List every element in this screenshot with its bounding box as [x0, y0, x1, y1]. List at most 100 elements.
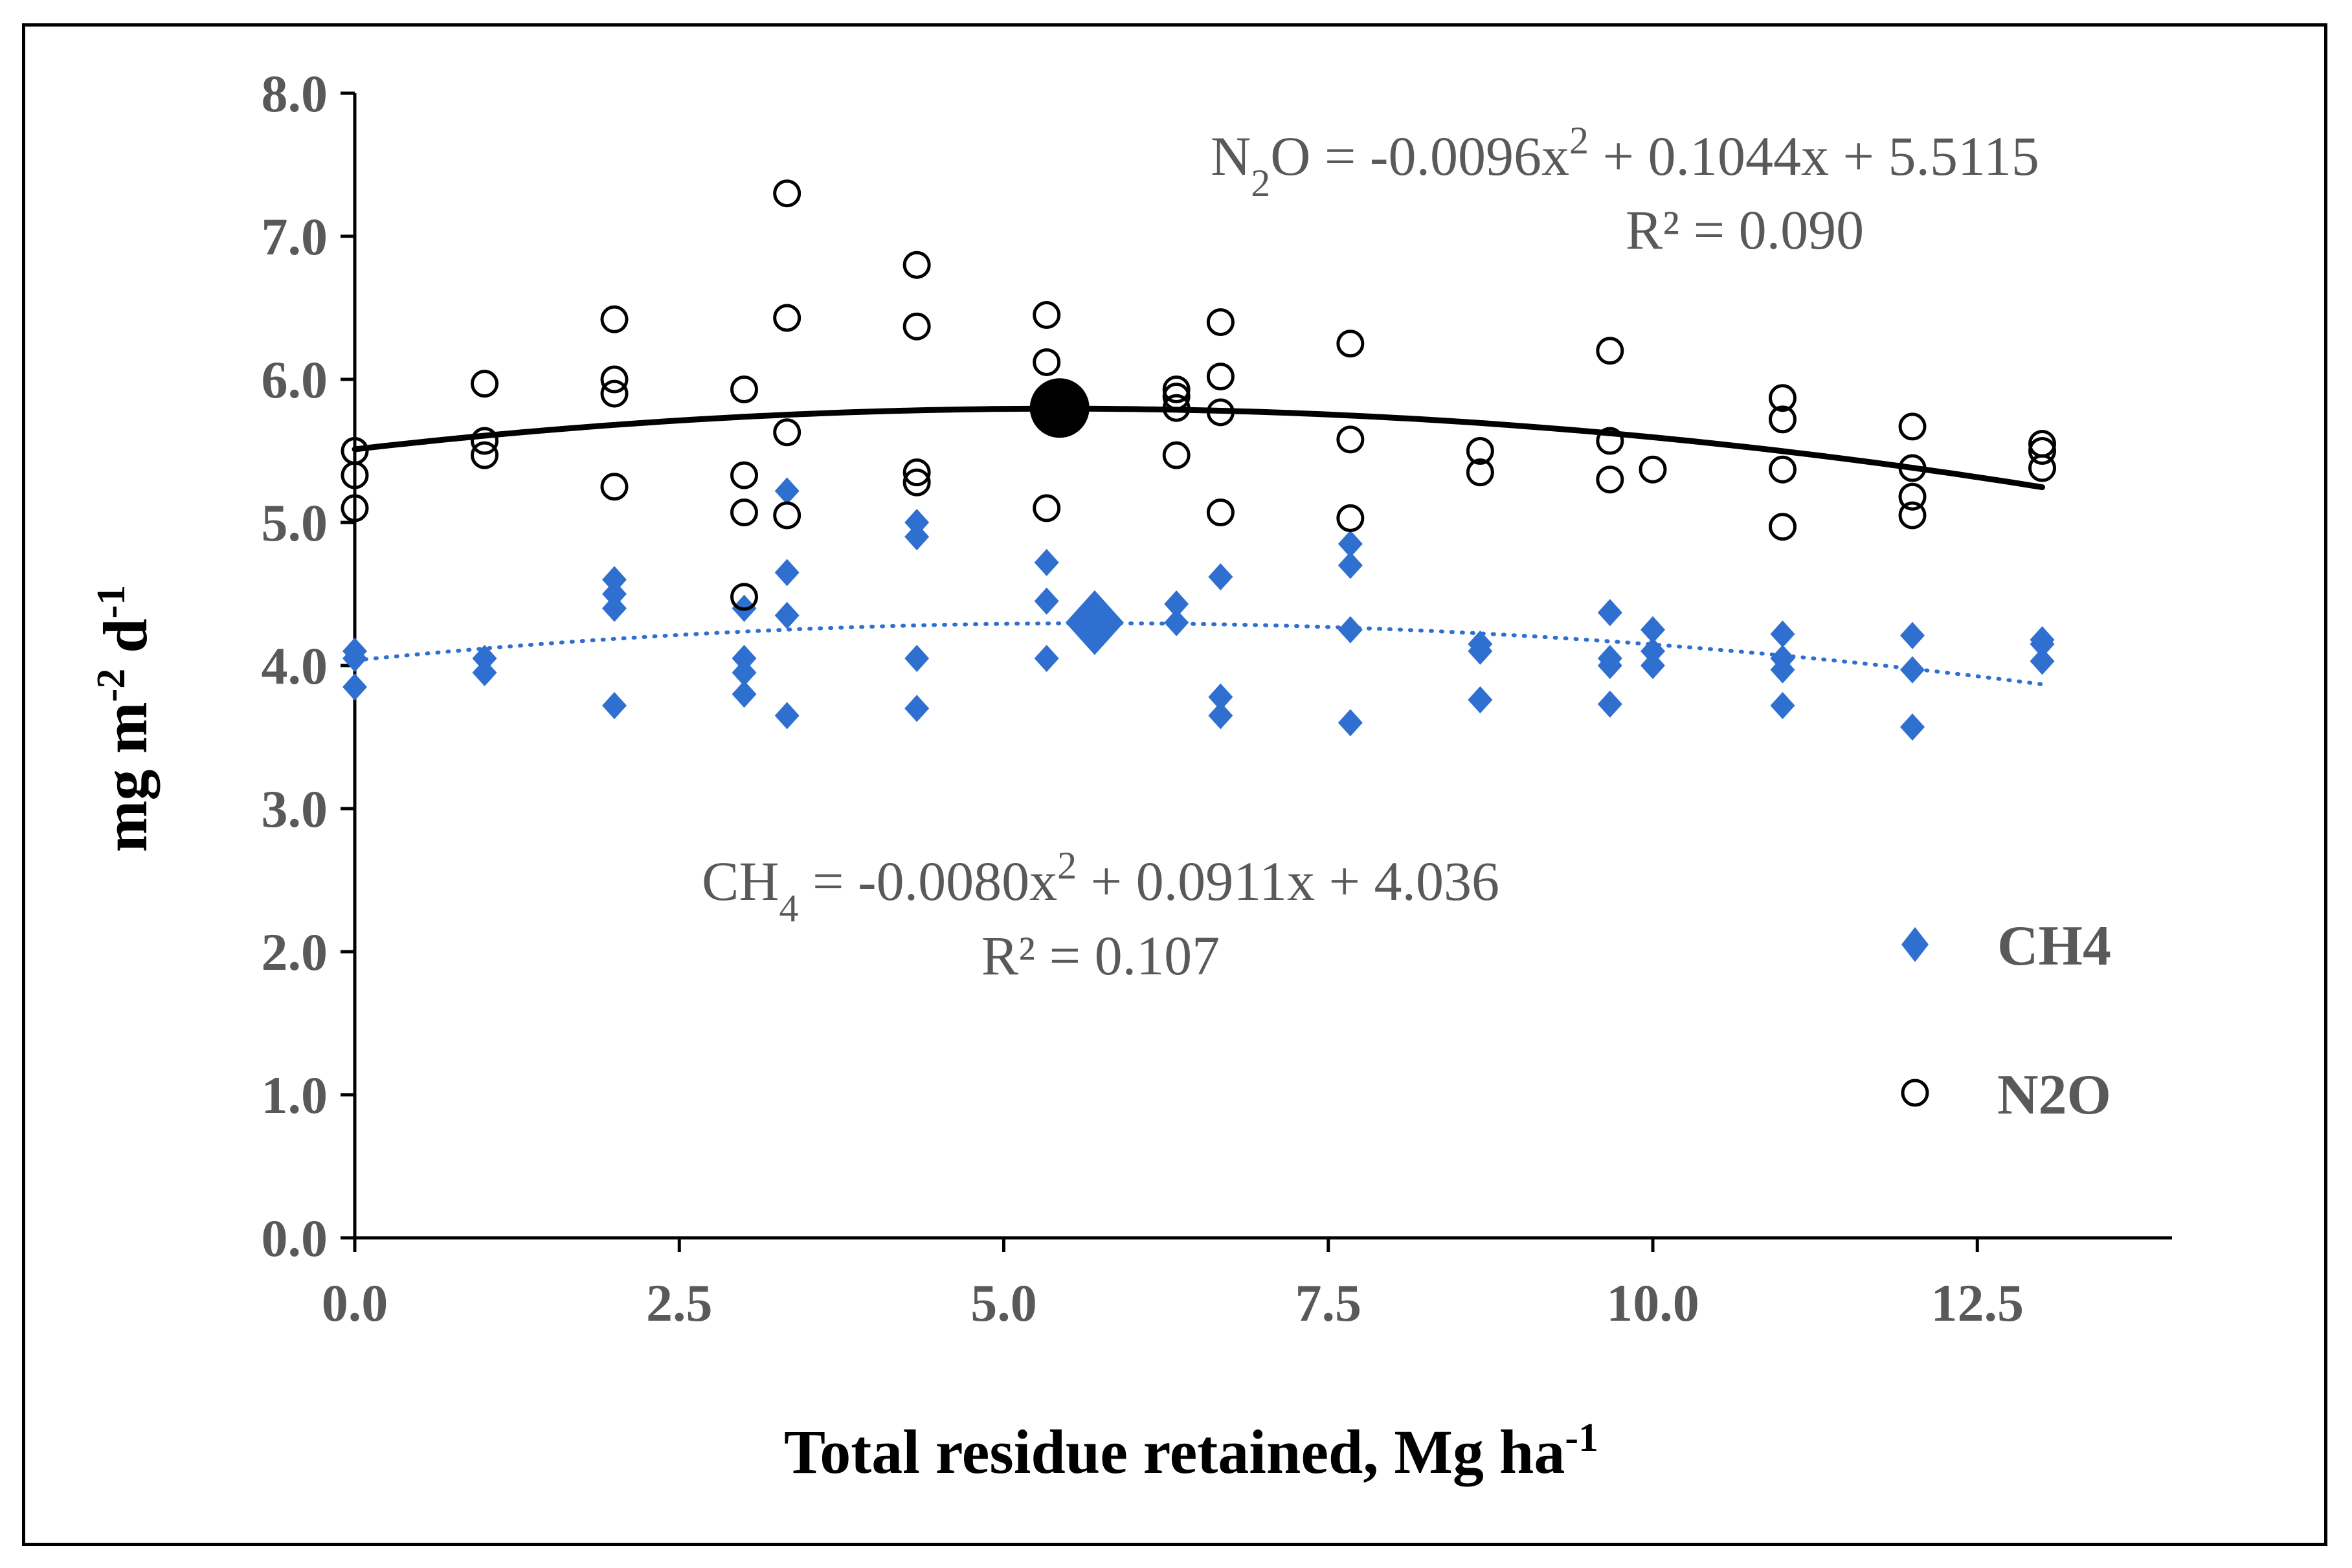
n2o-point — [1596, 337, 1624, 365]
n2o-point — [600, 365, 629, 394]
y-tick-label: 4.0 — [262, 636, 328, 695]
y-tick-label: 3.0 — [262, 779, 328, 838]
ch4-point — [1338, 552, 1363, 579]
ch4-point — [1641, 652, 1665, 679]
ch4-point — [1338, 530, 1363, 558]
ch4-point — [472, 644, 497, 672]
n2o-point — [1206, 308, 1235, 337]
n2o-point — [471, 370, 498, 398]
ch4-point — [1034, 548, 1059, 576]
ch4-point — [1034, 587, 1059, 615]
legend-ch4-label: CH4 — [1997, 915, 2111, 978]
ch4-point — [1208, 563, 1233, 590]
legend-n2o-label: N2O — [1997, 1064, 2111, 1126]
ch4-point — [1641, 616, 1665, 644]
n2o-point — [341, 461, 369, 489]
n2o-point — [341, 494, 369, 522]
ch4-point — [1770, 620, 1795, 648]
ch4-point — [602, 580, 627, 608]
n2o-point — [773, 179, 801, 208]
n2o-point — [730, 583, 758, 611]
ch4-point — [1770, 691, 1795, 719]
n2o-point — [1033, 301, 1061, 330]
x-tick-label: 7.5 — [1295, 1273, 1362, 1332]
n2o-point — [1769, 455, 1797, 484]
ch4-point — [2030, 630, 2055, 658]
n2o-point — [1336, 425, 1365, 454]
ch4-point — [732, 680, 757, 708]
x-tick-label: 5.0 — [970, 1273, 1037, 1332]
n2o-point — [600, 379, 629, 408]
ch4-point — [1900, 622, 1925, 649]
n2o-point — [902, 251, 931, 279]
n2o-point — [600, 305, 629, 333]
n2o-point — [1033, 494, 1061, 522]
n2o-point — [2028, 454, 2056, 482]
y-axis-title: mg m-2 d-1 — [89, 585, 160, 853]
n2o-point — [2028, 437, 2056, 465]
n2o-point — [773, 304, 801, 332]
ch4-point — [1597, 599, 1622, 627]
legend-ch4-marker — [1901, 927, 1929, 962]
ch4-point — [904, 509, 930, 536]
ch4-point — [904, 523, 930, 551]
ch4-point — [1338, 709, 1363, 737]
ch4-point — [904, 695, 930, 722]
ch4-point — [1208, 702, 1233, 730]
ch4-point — [904, 644, 930, 672]
ch4-point — [1770, 656, 1795, 684]
ch4-point — [732, 659, 757, 687]
ch4-trendline — [353, 621, 2044, 687]
ch4-point — [774, 702, 800, 730]
n2o-point — [1162, 375, 1191, 403]
ch4-point — [1164, 590, 1189, 618]
n2o-point — [1596, 427, 1624, 455]
ch4-point — [1900, 713, 1925, 741]
n2o-point — [1639, 455, 1667, 484]
x-tick-label: 2.5 — [646, 1273, 713, 1332]
n2o-point — [471, 427, 498, 455]
ch4-equation: CH4 = -0.0080x2 + 0.0911x + 4.036 — [702, 844, 1499, 930]
n2o-point — [1769, 384, 1797, 412]
legend-n2o-marker — [1901, 1079, 1929, 1107]
ch4-point — [472, 659, 497, 687]
ch4-r2: R² = 0.107 — [981, 924, 1220, 987]
chart-frame — [22, 23, 2327, 1546]
ch4-point — [1597, 690, 1622, 718]
x-ticks: 0.0 2.5 5.0 7.5 10.0 12.5 — [322, 1238, 2024, 1332]
ch4-point — [1208, 683, 1233, 711]
n2o-point — [1596, 465, 1624, 494]
n2o-point — [1162, 394, 1191, 422]
n2o-equation: N2O = -0.0096x2 + 0.1044x + 5.5115 — [1211, 119, 2039, 205]
n2o-point — [1206, 363, 1235, 391]
y-tick-label: 5.0 — [262, 493, 328, 552]
ch4-point — [602, 691, 627, 719]
ch4-point — [774, 559, 800, 587]
ch4-point — [1597, 652, 1622, 679]
y-tick-label: 1.0 — [262, 1066, 328, 1125]
ch4-point — [1164, 609, 1189, 636]
trendlines — [352, 405, 2045, 687]
data-points — [341, 179, 2056, 741]
ch4-point — [342, 644, 367, 672]
x-tick-label: 12.5 — [1931, 1273, 2024, 1332]
ch4-point — [774, 601, 800, 629]
n2o-point — [1162, 441, 1191, 469]
n2o-point — [1466, 458, 1494, 487]
n2o-trendline — [352, 405, 2045, 491]
n2o-point — [1206, 498, 1235, 527]
n2o-point — [902, 458, 931, 487]
n2o-point — [1162, 383, 1191, 411]
y-tick-label: 6.0 — [262, 350, 328, 409]
ch4-point — [1034, 644, 1059, 672]
ch4-point — [1900, 656, 1925, 684]
ch4-point — [602, 594, 627, 622]
n2o-point — [600, 473, 629, 501]
y-tick-label: 2.0 — [262, 923, 328, 981]
y-tick-label: 8.0 — [262, 64, 328, 123]
n2o-point — [773, 501, 801, 530]
n2o-point — [1769, 405, 1797, 434]
x-tick-label: 10.0 — [1606, 1273, 1699, 1332]
n2o-point — [1769, 513, 1797, 541]
